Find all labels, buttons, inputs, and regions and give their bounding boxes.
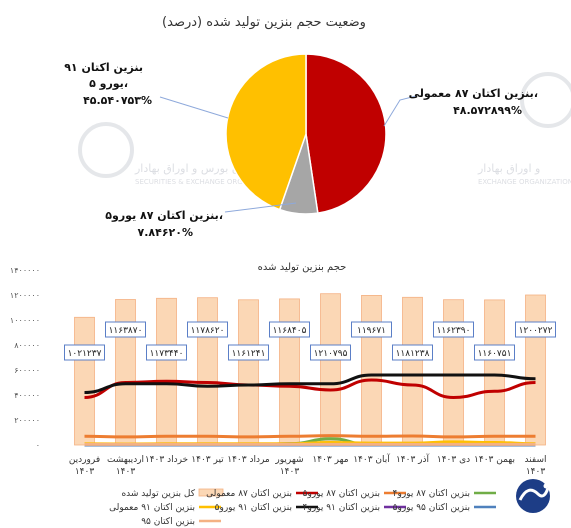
pie-label-91-euro5: بنزین اکتان ۹۱ — [64, 61, 143, 74]
bar-series — [74, 293, 546, 446]
x-tick-label: ۱۴۰۳ — [116, 467, 136, 477]
pie-leader-red — [383, 95, 417, 127]
total-bar — [320, 293, 341, 446]
legend-entry: بنزین اکتان ۹۱ یورو۴ — [303, 503, 380, 513]
legend-entry: بنزین اکتان ۹۵ یورو۵ — [393, 503, 470, 513]
y-tick-label: ۲۰۰۰۰۰ — [14, 416, 40, 425]
pie-label-87-regular-value: ۴۸.۵۷۲۸۹۹% — [453, 104, 522, 117]
x-tick-label: ۱۴۰۳ — [280, 467, 300, 477]
pie-label-91-euro5-line2: یورو ۵، — [89, 77, 128, 90]
value-label: ۱۱۶۳۸۷۰ — [109, 326, 143, 336]
legend-entry: بنزین اکتان ۸۷ معمولی — [206, 489, 292, 499]
legend-entry: بنزین اکتان ۹۱ یورو۵ — [215, 503, 292, 513]
pie-label-87-euro5-value: ۷.۸۴۶۲۰% — [138, 226, 193, 239]
tasnim-logo-icon — [516, 479, 550, 513]
y-axis: ۰ ۲۰۰۰۰۰ ۴۰۰۰۰۰ ۶۰۰۰۰۰ ۸۰۰۰۰۰ ۱۰۰۰۰۰۰ ۱۲۰۰۰۰۰ ۱… — [10, 266, 40, 450]
x-tick-label: تیر ۱۴۰۳ — [191, 455, 224, 465]
legend-entry: بنزین اکتان ۸۷ یورو۵ — [303, 489, 380, 499]
total-bar — [74, 316, 95, 446]
value-box — [187, 321, 228, 338]
total-bar — [402, 296, 423, 446]
value-label: ۱۰۲۱۲۳۷ — [68, 349, 102, 359]
pie-slice — [225, 53, 307, 211]
y-tick-label: ۴۰۰۰۰۰ — [14, 391, 40, 400]
value-box — [64, 344, 105, 361]
x-tick-label: ۱۴۰۳ — [526, 467, 546, 477]
value-label: ۱۱۶۰۷۵۱ — [478, 349, 512, 359]
value-label: ۱۱۹۶۷۱ — [357, 326, 386, 336]
watermark-subtext: SECURITIES & EXCHANGE ORGANIZATION — [135, 178, 281, 186]
watermark-text-right: و اوراق بهادار — [477, 162, 540, 175]
value-box — [351, 321, 392, 338]
value-label: ۱۱۶۲۳۹۰ — [437, 326, 471, 336]
x-axis: فروردین ۱۴۰۳ اردیبهشت ۱۴۰۳ خرداد ۱۴۰۳ تیر ۱۴۰… — [69, 453, 547, 477]
pie-leader-gray — [224, 202, 297, 213]
y-tick-label: ۸۰۰۰۰۰ — [14, 341, 40, 350]
legend-entry: کل بنزین تولید شده — [121, 489, 195, 499]
value-label: ۱۲۱۰۷۹۵ — [314, 349, 348, 359]
x-tick-label: خرداد ۱۴۰۳ — [145, 455, 188, 465]
value-label: ۱۱۷۳۴۴۰ — [150, 349, 184, 359]
x-tick-label: مرداد ۱۴۰۳ — [227, 455, 270, 465]
value-label: ۱۱۷۸۶۲۰ — [191, 326, 225, 336]
value-box — [228, 344, 269, 361]
total-bar — [361, 294, 382, 446]
x-tick-label: آذر ۱۴۰۳ — [396, 453, 430, 465]
x-tick-label: آبان ۱۴۰۳ — [353, 453, 390, 465]
line-series — [84, 373, 536, 447]
value-box — [474, 344, 515, 361]
legend: کل بنزین تولید شده بنزین اکتان ۸۷ معمولی ب… — [109, 488, 496, 527]
total-bar — [443, 299, 464, 446]
total-bar — [525, 294, 546, 446]
legend-entry: بنزین اکتان ۹۵ — [141, 517, 195, 527]
value-box — [146, 344, 187, 361]
pie-label-87-euro5: بنزین اکتان ۸۷ یورو۵، — [105, 209, 223, 222]
x-tick-label: دی ۱۴۰۳ — [437, 455, 470, 465]
total-bar — [484, 299, 505, 446]
series-line — [84, 378, 536, 400]
value-box — [392, 344, 433, 361]
legend-swatch — [198, 488, 224, 497]
legend-entry: بنزین اکتان ۹۱ معمولی — [109, 503, 195, 513]
value-box — [433, 321, 474, 338]
pie-chart — [225, 53, 387, 215]
total-bar — [197, 297, 218, 446]
x-tick-label: مهر ۱۴۰۳ — [312, 455, 348, 465]
pie-leader-yellow — [159, 96, 229, 119]
value-label: ۱۱۶۱۲۴۱ — [232, 349, 266, 359]
value-box — [269, 321, 310, 338]
total-bar — [156, 297, 177, 446]
y-tick-label: ۱۲۰۰۰۰۰ — [10, 291, 40, 300]
combo-title: حجم بنزین تولید شده — [258, 262, 347, 273]
pie-slice — [305, 53, 387, 214]
x-tick-label: فروردین — [69, 455, 100, 465]
series-line — [84, 434, 536, 439]
value-box — [310, 344, 351, 361]
pie-label-87-regular: بنزین اکتان ۸۷ معمولی، — [409, 87, 538, 100]
x-tick-label: اردیبهشت — [107, 455, 144, 465]
total-bar — [238, 299, 259, 446]
x-tick-label: بهمن ۱۴۰۳ — [474, 455, 515, 465]
series-line — [84, 373, 536, 394]
x-tick-label: ۱۴۰۳ — [75, 467, 95, 477]
value-box — [105, 321, 146, 338]
legend-entry: بنزین اکتان ۸۷ یورو۴ — [393, 489, 470, 499]
value-label: ۱۲۰۰۲۷۲ — [519, 326, 553, 336]
value-box — [515, 321, 556, 338]
x-tick-label: اسفند — [524, 455, 546, 465]
y-tick-label: ۱۴۰۰۰۰۰ — [10, 266, 40, 275]
y-tick-label: ۰ — [36, 441, 40, 450]
value-label: ۱۱۶۸۴۰۵ — [273, 326, 307, 336]
total-bar — [115, 299, 136, 446]
pie-title: وضعیت حجم بنزین تولید شده (درصد) — [162, 15, 366, 30]
pie-label-91-euro5-value: ۴۵.۵۴۰۷۵۳% — [83, 94, 152, 107]
x-tick-label: شهریور — [274, 455, 303, 465]
y-tick-label: ۶۰۰۰۰۰ — [14, 366, 40, 375]
value-callouts: ۱۰۲۱۲۳۷ ۱۱۶۳۸۷۰ ۱۱۷۳۴۴۰ ۱۱۷۸۶۲۰ ۱۱۶۱۲۴۱ ۱۱۶۸۴… — [64, 321, 556, 361]
y-tick-label: ۱۰۰۰۰۰۰ — [10, 316, 40, 325]
value-label: ۱۱۸۱۲۳۸ — [396, 349, 430, 359]
total-bar — [279, 298, 300, 446]
watermark-subtext-right: EXCHANGE ORGANIZATION — [478, 178, 571, 186]
